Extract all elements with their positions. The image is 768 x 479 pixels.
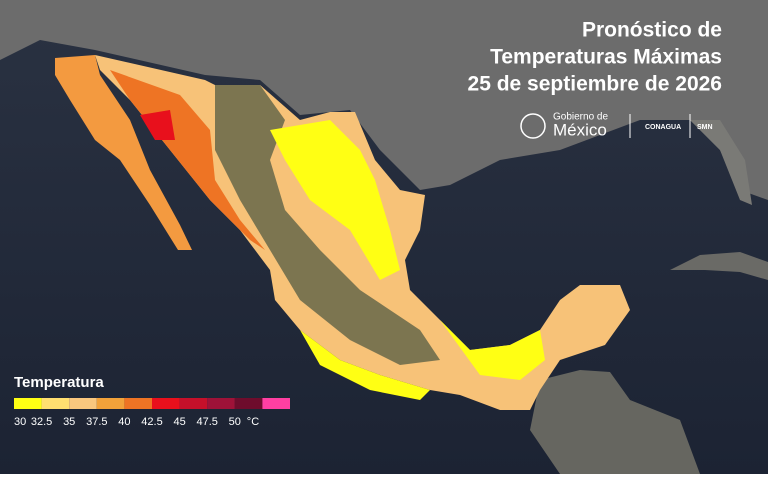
legend: 30 32.5 35 37.5 40 42.5 45 47.5 50 °C [14, 398, 290, 428]
seal [520, 113, 546, 139]
mild-zone-south [440, 320, 545, 380]
legend-swatch [69, 398, 97, 409]
north-land [0, 0, 768, 200]
mild-zone [270, 120, 400, 280]
cuba [670, 252, 768, 280]
legend-tick-label: 35 [63, 416, 75, 428]
highlands [215, 85, 440, 365]
baja-california [55, 55, 192, 250]
legend-tick-label: 30 [14, 416, 26, 428]
logo-text: México [553, 120, 607, 139]
legend-swatch [262, 398, 290, 409]
legend-swatch [207, 398, 235, 409]
legend-tick-label: 32.5 [31, 416, 52, 428]
legend-swatch [179, 398, 208, 409]
legend-tick-label: 37.5 [86, 416, 107, 428]
legend-swatch [14, 398, 42, 409]
legend-swatch [234, 398, 263, 409]
legend-swatch [41, 398, 70, 409]
legend-title: Temperatura [14, 374, 104, 391]
pacific-coast [300, 330, 430, 400]
florida [690, 120, 752, 205]
title-line: Pronóstico de [582, 19, 722, 42]
legend-tick-label: 45 [173, 416, 185, 428]
legend-unit: °C [247, 416, 259, 428]
logo-text: CONAGUA [645, 124, 681, 131]
logo-text: SMN [697, 124, 713, 131]
legend-tick-label: 40 [118, 416, 130, 428]
hottest-zone [140, 110, 175, 140]
legend-tick-label: 50 [229, 416, 241, 428]
title-line: Temperaturas Máximas [490, 46, 722, 69]
legend-swatch [96, 398, 125, 409]
legend-swatch [124, 398, 152, 409]
logo-text: Gobierno de [553, 112, 608, 123]
legend-tick-label: 47.5 [196, 416, 217, 428]
legend-tick-label: 42.5 [141, 416, 162, 428]
legend-swatch [152, 398, 180, 409]
title-line: 25 de septiembre de 2026 [468, 73, 722, 96]
central-america [530, 370, 700, 474]
